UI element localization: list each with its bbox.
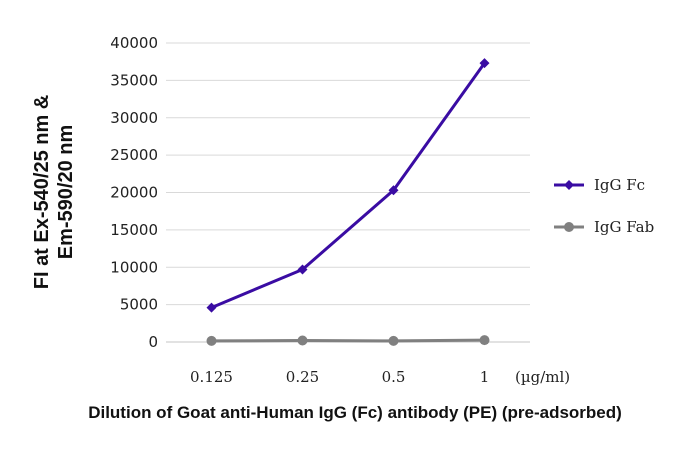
x-axis-ticks: 0.125 0.25 0.5 1	[190, 368, 489, 386]
data-point	[297, 264, 308, 275]
y-tick-label: 25000	[110, 146, 158, 164]
data-point	[206, 302, 217, 313]
y-axis-title: FI at Ex-540/25 nm & Em-590/20 nm	[31, 95, 77, 290]
data-point	[479, 335, 490, 346]
y-tick-label: 20000	[110, 184, 158, 202]
y-axis-title-line-2: Em-590/20 nm	[55, 125, 77, 260]
legend-marker	[564, 222, 574, 232]
y-tick-label: 15000	[110, 221, 158, 239]
y-axis-title-line-1: FI at Ex-540/25 nm &	[31, 95, 53, 290]
y-tick-label: 10000	[110, 258, 158, 276]
data-point	[388, 185, 399, 196]
y-tick-label: 5000	[120, 296, 158, 314]
x-axis-unit: (µg/ml)	[515, 368, 570, 386]
legend-label: IgG Fc	[594, 176, 645, 194]
x-tick-label: 0.25	[286, 368, 319, 386]
data-point	[206, 335, 217, 346]
gridlines	[166, 42, 530, 306]
y-tick-label: 0	[148, 333, 158, 351]
legend-label: IgG Fab	[594, 218, 654, 236]
data-point	[479, 58, 490, 69]
series-group	[206, 58, 490, 346]
y-axis-ticks: 0 5000 10000 15000 20000 25000 30000 35000 40000	[110, 34, 158, 351]
y-tick-label: 35000	[110, 71, 158, 89]
legend: IgG Fc IgG Fab	[554, 176, 654, 236]
x-tick-label: 0.125	[190, 368, 233, 386]
data-point	[388, 335, 399, 346]
series-line	[210, 62, 486, 309]
y-tick-label: 30000	[110, 109, 158, 127]
x-axis-title: Dilution of Goat anti-Human IgG (Fc) ant…	[88, 403, 622, 422]
x-tick-label: 0.5	[382, 368, 406, 386]
y-tick-label: 40000	[110, 34, 158, 52]
data-point	[297, 335, 308, 346]
x-tick-label: 1	[480, 368, 490, 386]
legend-marker	[564, 180, 574, 190]
series-line	[211, 338, 485, 343]
